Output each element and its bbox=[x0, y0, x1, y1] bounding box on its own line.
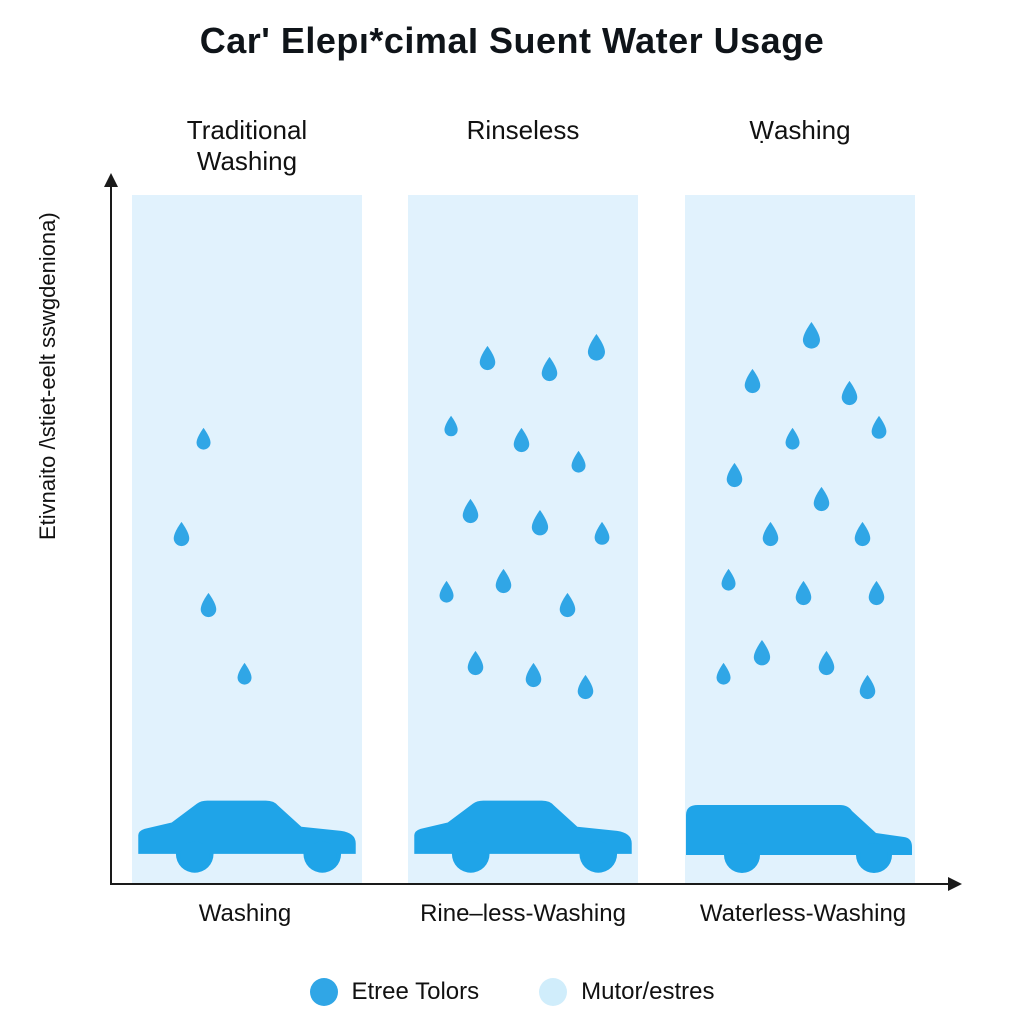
water-drop-icon bbox=[867, 580, 889, 610]
y-axis bbox=[110, 175, 112, 885]
water-drop-icon bbox=[812, 486, 834, 516]
chart-column: Ẉashing bbox=[685, 115, 915, 883]
water-drop-icon bbox=[715, 662, 737, 692]
water-drop-icon bbox=[801, 321, 823, 351]
legend-swatch bbox=[539, 978, 567, 1006]
water-drop-icon bbox=[236, 662, 258, 692]
water-drop-icon bbox=[720, 568, 742, 598]
chart-column: Rinseless bbox=[408, 115, 638, 883]
water-drop-icon bbox=[576, 674, 598, 704]
chart-column: TraditionalWashing bbox=[132, 115, 362, 883]
water-drop-icon bbox=[870, 415, 892, 445]
column-header: Ẉashing bbox=[665, 115, 935, 146]
water-drop-icon bbox=[794, 580, 816, 610]
water-drop-icon bbox=[586, 333, 608, 363]
water-drop-icon bbox=[593, 521, 615, 551]
water-drop-icon bbox=[478, 345, 500, 375]
x-axis-label: Washing bbox=[110, 900, 380, 928]
x-axis-label: Rine–less-Washing bbox=[388, 900, 658, 928]
water-drop-icon bbox=[725, 462, 747, 492]
water-drop-icon bbox=[199, 592, 221, 622]
water-drop-icon bbox=[512, 427, 534, 457]
water-drop-icon bbox=[817, 650, 839, 680]
water-drop-icon bbox=[761, 521, 783, 551]
y-axis-label: Etivnaito /\stiet-eelt sswgdeniona) bbox=[35, 212, 61, 540]
water-drop-icon bbox=[466, 650, 488, 680]
water-drop-icon bbox=[524, 662, 546, 692]
water-drop-icon bbox=[858, 674, 880, 704]
car-icon bbox=[408, 783, 638, 883]
water-drop-icon bbox=[743, 368, 765, 398]
x-axis bbox=[110, 883, 960, 885]
legend: Etree Tolors Mutor/estres bbox=[0, 978, 1024, 1006]
column-header: TraditionalWashing bbox=[112, 115, 382, 177]
water-drop-icon bbox=[853, 521, 875, 551]
water-drop-icon bbox=[558, 592, 580, 622]
legend-item: Etree Tolors bbox=[310, 978, 480, 1006]
x-axis-label: Waterless-Washing bbox=[668, 900, 938, 928]
legend-label: Etree Tolors bbox=[352, 978, 480, 1006]
legend-label: Mutor/estres bbox=[581, 978, 714, 1006]
water-drop-icon bbox=[172, 521, 194, 551]
water-drop-icon bbox=[461, 498, 483, 528]
water-drop-icon bbox=[840, 380, 862, 410]
car-icon bbox=[132, 783, 362, 883]
legend-item: Mutor/estres bbox=[539, 978, 714, 1006]
legend-swatch bbox=[310, 978, 338, 1006]
water-drop-icon bbox=[530, 509, 552, 539]
water-drops bbox=[132, 195, 362, 783]
car-icon bbox=[680, 783, 920, 883]
water-drop-icon bbox=[443, 415, 465, 445]
water-drop-icon bbox=[540, 356, 562, 386]
water-drop-icon bbox=[438, 580, 460, 610]
water-drops bbox=[685, 195, 915, 783]
water-drop-icon bbox=[752, 639, 774, 669]
plot-area: TraditionalWashingRinselessẈashing Washi… bbox=[110, 115, 960, 875]
column-header: Rinseless bbox=[388, 115, 658, 146]
water-drops bbox=[408, 195, 638, 783]
water-drop-icon bbox=[570, 450, 592, 480]
water-drop-icon bbox=[195, 427, 217, 457]
water-drop-icon bbox=[784, 427, 806, 457]
water-drop-icon bbox=[494, 568, 516, 598]
chart-title: Car' Elepı*cimaƖ Suent Water Usage bbox=[0, 20, 1024, 62]
